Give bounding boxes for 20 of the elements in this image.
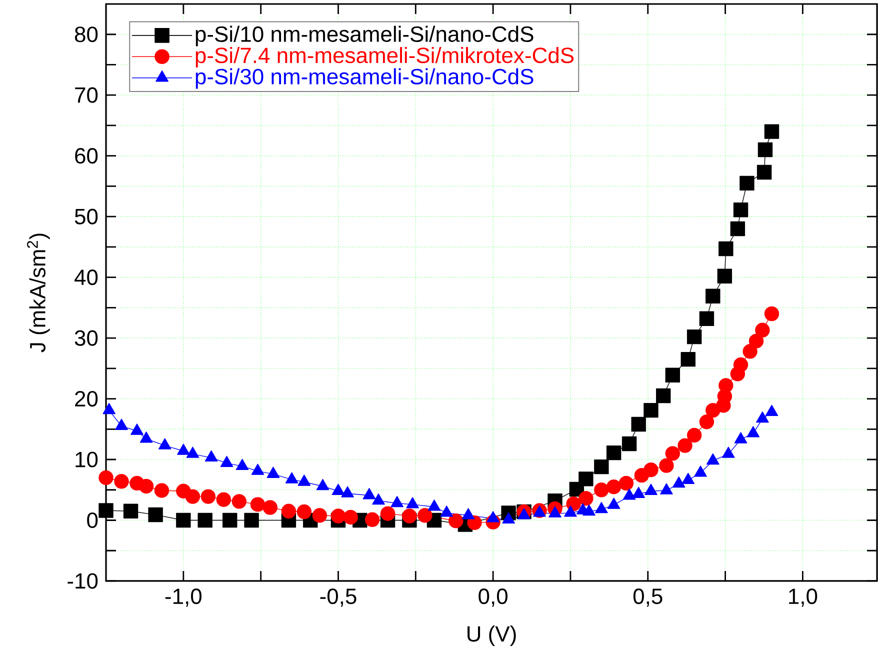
x-tick-label: -0,5 xyxy=(320,588,356,607)
legend-label: p-Si/30 nm-mesameli-Si/nano-CdS xyxy=(196,68,534,89)
y-tick-label: 50 xyxy=(74,208,98,224)
x-tick-label: -1,0 xyxy=(165,588,202,607)
y-tick-label: 60 xyxy=(75,148,98,164)
x-tick-label: 0,5 xyxy=(633,588,662,607)
y-tick-label: 0 xyxy=(87,512,98,528)
y-tick-label: 40 xyxy=(74,270,98,286)
legend-label: p-Si/7.4 nm-mesameli-Si/mikrotex-CdS xyxy=(196,47,574,68)
y-tick-label: -10 xyxy=(68,573,98,589)
y-tick-label: 80 xyxy=(74,26,98,42)
x-axis-title: U (V) xyxy=(468,626,516,646)
y-tick-label: 30 xyxy=(74,330,98,346)
y-axis-title: J (mkA/sm$^{2}$) xyxy=(27,234,50,352)
y-tick-label: 10 xyxy=(76,452,98,468)
y-tick-label: 20 xyxy=(75,390,98,407)
legend-label: p-Si/10 nm-mesameli-Si/nano-CdS xyxy=(196,26,534,46)
x-tick-label: 1,0 xyxy=(789,588,818,607)
y-tick-label: 70 xyxy=(75,87,98,103)
x-tick-label: 0,0 xyxy=(478,588,508,607)
